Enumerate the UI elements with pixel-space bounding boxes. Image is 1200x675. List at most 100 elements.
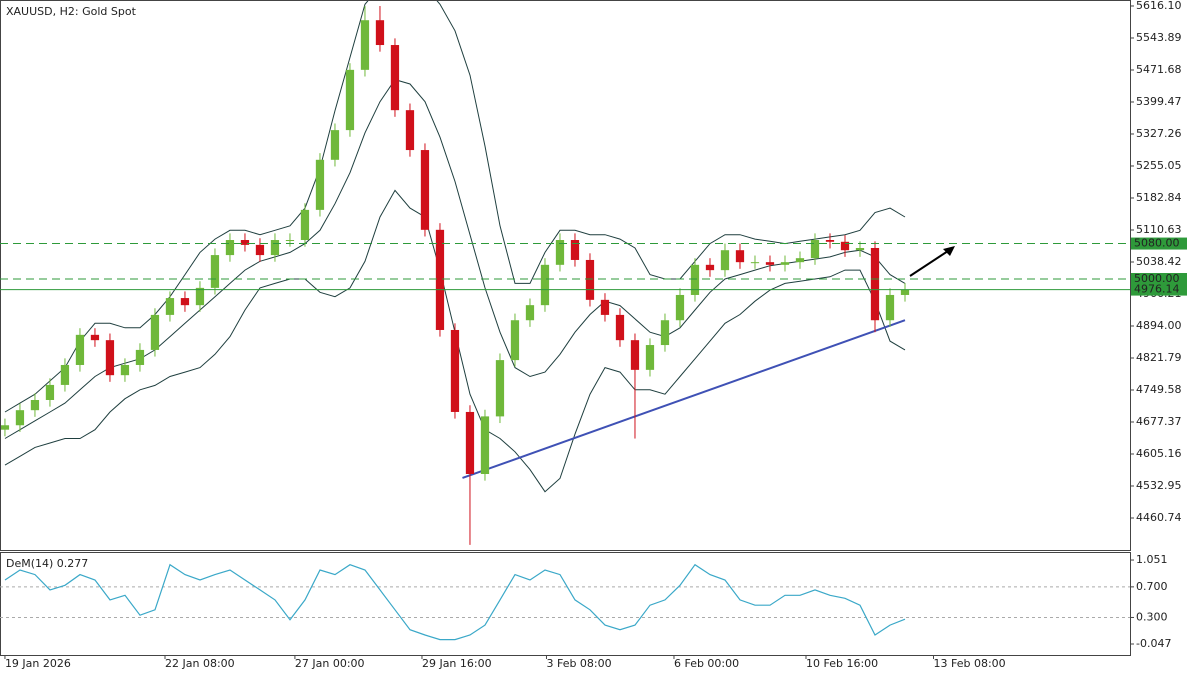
ind-y-tick-label: 0.700 [1136,580,1168,593]
y-tick-label: 5255.05 [1136,159,1182,172]
candle-body [105,340,115,376]
candle-body [270,240,280,256]
y-tick-label: 5182.84 [1136,191,1182,204]
indicator-panel [0,552,1131,656]
candle-body [570,240,580,260]
y-tick-label: 5616.10 [1136,0,1182,12]
candle-body [885,294,895,321]
candle-body [480,416,490,474]
candle-body [90,334,100,341]
candle-body [630,340,640,370]
candle-body [495,360,505,417]
candle-body [540,264,550,306]
level-label-bg [1131,237,1187,250]
candle-body [195,287,205,306]
candle-body [510,320,520,361]
ind-y-tick-label: -0.047 [1136,637,1171,650]
candle-body [390,45,400,111]
candle-body [870,247,880,321]
indicator-line [4,563,906,641]
x-tick-label: 6 Feb 00:00 [674,657,739,670]
candle-body [420,150,430,230]
candle-body [255,244,265,256]
candle-body [60,364,70,385]
level-label: 5080.00 [1134,237,1180,250]
candle-body [135,349,145,365]
candle-body [150,314,160,350]
candle-body [240,240,250,245]
y-tick-label: 4605.16 [1136,447,1182,460]
candle-body [765,262,775,265]
candle-body [735,250,745,263]
candle-body [900,289,910,295]
y-tick-label: 5327.26 [1136,127,1182,140]
y-tick-label: 4460.74 [1136,511,1182,524]
candle-body [795,258,805,263]
candle-body [30,399,40,411]
candle-body [330,130,340,160]
y-tick-label: 5038.42 [1136,255,1182,268]
candle-body [165,298,175,315]
level-label-bg [1131,273,1187,286]
x-tick-label: 3 Feb 08:00 [546,657,611,670]
candle-body [405,110,415,151]
candle-body [15,410,25,426]
y-tick-label: 4821.79 [1136,351,1182,364]
candle-body [1,425,10,430]
candle-body [600,299,610,315]
candle-body [855,247,865,251]
main-panel [0,0,1131,551]
candle-body [750,262,760,264]
candle-body [660,320,670,346]
candle-body [705,264,715,271]
candle-body [690,264,700,295]
candle-body [675,294,685,321]
y-tick-label: 5399.47 [1136,95,1182,108]
indicator-label: DeM(14) 0.277 [6,557,88,570]
y-tick-label: 5471.68 [1136,63,1182,76]
candle-body [645,345,655,370]
y-tick-label: 4677.37 [1136,415,1182,428]
candle-body [225,240,235,256]
x-tick-label: 10 Feb 16:00 [806,657,878,670]
candle-body [285,240,295,242]
trendline [462,319,906,479]
y-tick-label: 4532.95 [1136,479,1182,492]
x-tick-label: 27 Jan 00:00 [295,657,365,670]
arrow-head [943,246,955,256]
level-label: 5000.00 [1134,272,1180,285]
candle-body [360,20,370,70]
candle-body [825,240,835,242]
ind-y-tick-label: 0.300 [1136,610,1168,623]
candle-body [210,255,220,288]
candle-body [465,411,475,474]
candle-body [375,20,385,46]
level-label: 4976.14 [1134,283,1180,296]
candle-body [450,329,460,412]
candle-body [810,240,820,259]
candle-body [780,262,790,265]
candle-body [75,334,85,365]
x-tick-label: 19 Jan 2026 [5,657,71,670]
ind-y-tick-label: 1.051 [1136,553,1168,566]
candle-body [615,314,625,341]
candle-body [840,241,850,251]
y-tick-label: 5543.89 [1136,31,1182,44]
candle-body [120,364,130,376]
candle-body [720,250,730,271]
x-tick-label: 29 Jan 16:00 [422,657,492,670]
candle-body [525,305,535,321]
candle-body [585,259,595,300]
arrow [909,250,949,277]
y-tick-label: 5110.63 [1136,223,1182,236]
x-tick-label: 13 Feb 08:00 [933,657,1005,670]
candle-body [45,384,55,400]
x-tick-label: 22 Jan 08:00 [165,657,235,670]
candle-body [300,209,310,241]
candle-body [435,229,445,330]
y-tick-label: 4894.00 [1136,319,1182,332]
candle-body [345,69,355,131]
candle-body [315,159,325,210]
